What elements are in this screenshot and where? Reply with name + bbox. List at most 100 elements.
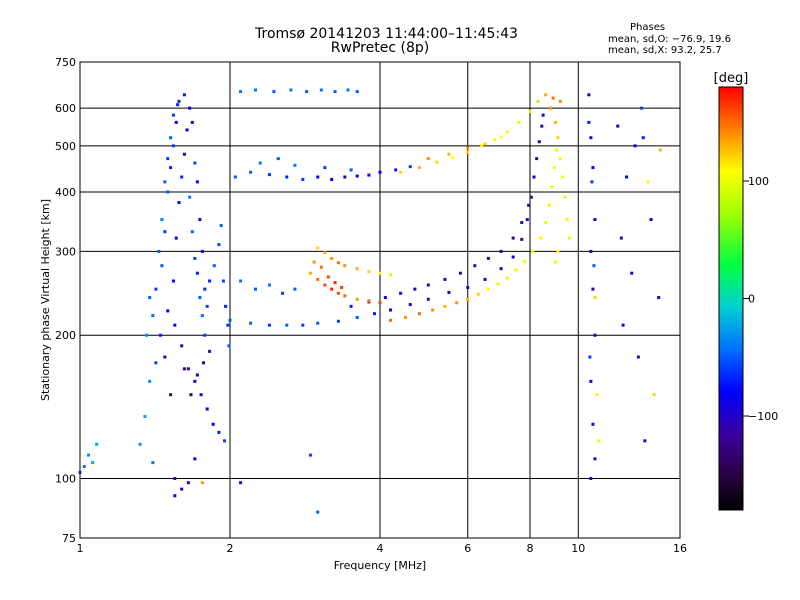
data-point	[293, 287, 297, 291]
data-point	[373, 312, 377, 316]
data-point	[447, 152, 451, 156]
data-point	[541, 113, 545, 117]
data-point	[200, 314, 204, 318]
data-point	[180, 487, 184, 491]
data-point	[630, 271, 634, 275]
data-point	[143, 414, 147, 418]
data-point	[511, 255, 515, 259]
data-point	[148, 296, 152, 300]
data-point	[346, 88, 350, 92]
data-point	[198, 218, 202, 222]
data-point	[593, 296, 597, 300]
plot-frame	[79, 61, 681, 539]
data-point	[399, 170, 403, 174]
data-point	[417, 312, 421, 316]
data-point	[281, 291, 285, 295]
data-point	[211, 422, 215, 426]
data-point	[435, 160, 439, 164]
data-point	[185, 128, 189, 132]
data-point	[355, 315, 359, 319]
data-point	[316, 321, 320, 325]
data-point	[205, 304, 209, 308]
data-point	[267, 323, 271, 327]
data-point	[589, 249, 593, 253]
data-point	[553, 260, 557, 264]
data-point	[589, 136, 593, 140]
x-axis-ticks: 1 2 4 6 8 10 16	[77, 542, 688, 555]
data-point	[625, 175, 629, 179]
data-point	[272, 90, 276, 94]
data-point	[301, 177, 305, 181]
data-point	[619, 236, 623, 240]
data-point	[505, 276, 509, 280]
data-point	[552, 166, 556, 170]
data-point	[145, 333, 149, 337]
data-point	[336, 319, 340, 323]
data-point	[219, 224, 223, 228]
data-point	[174, 120, 178, 124]
data-point	[525, 218, 529, 222]
data-point	[591, 422, 595, 426]
data-point	[336, 291, 340, 295]
data-point	[455, 301, 459, 305]
data-point	[643, 439, 647, 443]
data-point	[323, 166, 327, 170]
data-point	[228, 318, 232, 322]
data-point	[544, 221, 548, 225]
colorbar-tick-label: 0	[748, 293, 755, 306]
data-point	[652, 393, 656, 397]
data-point	[195, 271, 199, 275]
data-point	[249, 321, 253, 325]
data-point	[169, 393, 173, 397]
data-point	[182, 93, 186, 97]
data-point	[587, 120, 591, 124]
data-point	[285, 175, 289, 179]
data-point	[154, 287, 158, 291]
y-tick-label: 100	[55, 473, 76, 486]
y-tick-label: 75	[62, 532, 76, 545]
data-point	[188, 195, 192, 199]
data-point	[431, 308, 435, 312]
data-point	[199, 393, 203, 397]
chart-subtitle: RwPretec (8p)	[330, 40, 430, 56]
data-point	[517, 120, 521, 124]
data-point	[226, 323, 230, 327]
data-point	[316, 175, 320, 179]
data-point	[308, 271, 312, 275]
data-point	[355, 174, 359, 178]
data-point	[499, 249, 503, 253]
data-point	[193, 457, 197, 461]
data-point	[193, 379, 197, 383]
data-point	[177, 99, 181, 103]
data-point	[202, 361, 206, 365]
x-tick-label: 8	[527, 542, 534, 555]
data-point	[408, 165, 412, 169]
y-tick-label: 600	[55, 102, 76, 115]
x-tick-label: 4	[377, 542, 384, 555]
data-point	[293, 163, 297, 167]
data-point	[200, 249, 204, 253]
data-point	[593, 218, 597, 222]
data-point	[333, 90, 337, 94]
data-point	[323, 251, 327, 255]
data-point	[319, 88, 323, 92]
data-point	[289, 88, 293, 92]
data-point	[95, 442, 99, 446]
x-tick-label: 1	[77, 542, 84, 555]
data-point	[426, 157, 430, 161]
data-point	[198, 296, 202, 300]
x-tick-label: 10	[571, 542, 585, 555]
data-point	[217, 430, 221, 434]
data-point	[551, 96, 555, 100]
data-point	[417, 166, 421, 170]
data-point	[527, 203, 531, 207]
data-point	[343, 264, 347, 268]
data-point	[649, 218, 653, 222]
data-point	[308, 453, 312, 457]
data-point	[312, 260, 316, 264]
data-point	[532, 175, 536, 179]
data-point	[173, 477, 177, 481]
data-point	[426, 283, 430, 287]
data-point	[233, 175, 237, 179]
data-point	[589, 379, 593, 383]
